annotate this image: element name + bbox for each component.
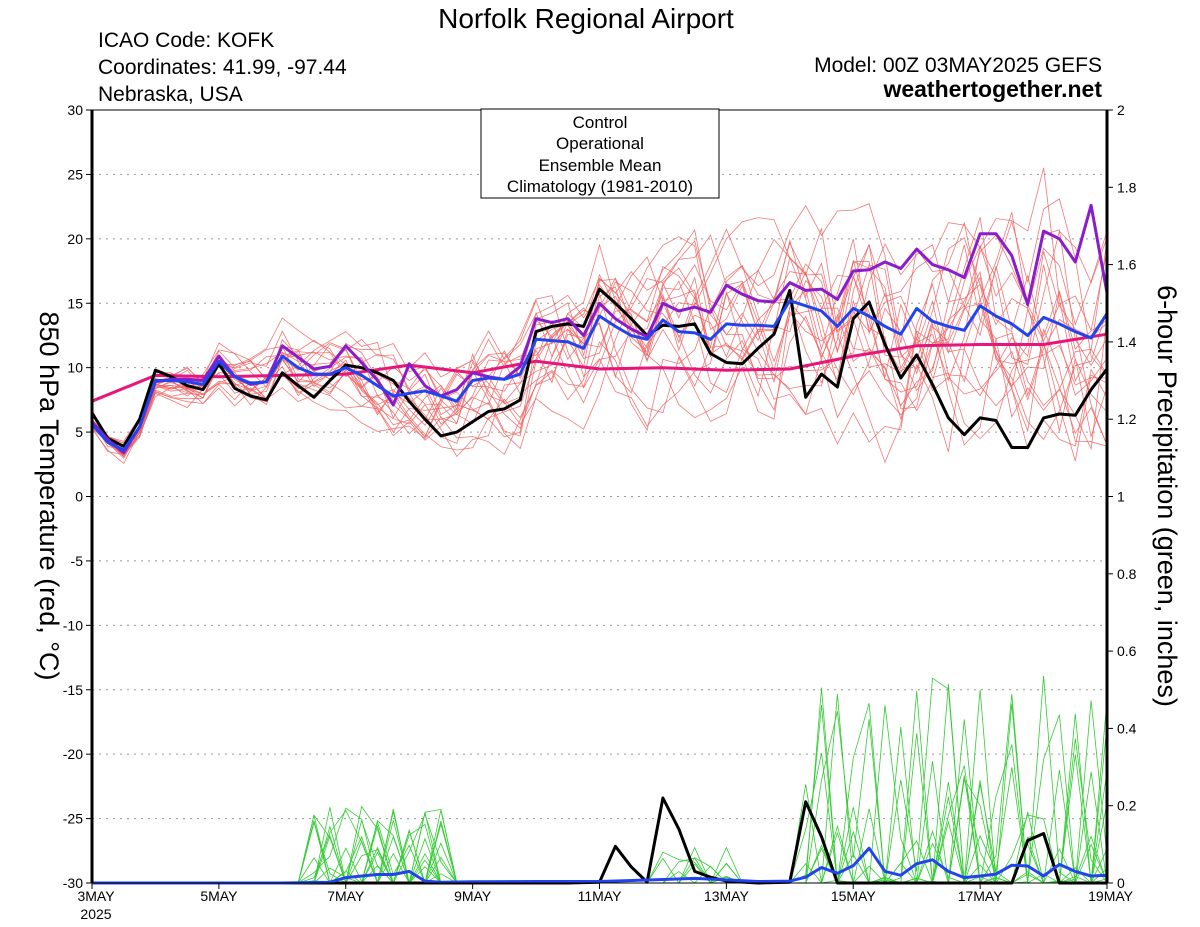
legend-box: [480, 108, 720, 199]
temp-member-line: [91, 234, 1108, 450]
temp-member-line: [91, 263, 1108, 455]
left-tick-label: 30: [67, 102, 83, 118]
left-tick-label: -20: [63, 746, 83, 762]
x-tick-label: 15MAY: [831, 888, 877, 904]
right-axis-label: 6-hour Precipitation (green, inches): [1152, 285, 1182, 707]
legend-control: Control: [573, 113, 628, 132]
x-tick-label: 19MAY: [1088, 888, 1134, 904]
x-tick-label: 5MAY: [200, 888, 238, 904]
right-tick-label: 1.8: [1117, 179, 1137, 195]
x-tick-label: 9MAY: [454, 888, 492, 904]
x-tick-label: 7MAY: [327, 888, 365, 904]
control-temperature-line: [90, 287, 1109, 449]
legend: Control Operational Ensemble Mean Climat…: [480, 108, 720, 199]
left-tick-label: -25: [63, 811, 83, 827]
temp-member-line: [91, 217, 1108, 462]
temp-member-line: [91, 230, 1108, 450]
right-tick-label: 1: [1117, 489, 1125, 505]
right-tick-label: 1.6: [1117, 257, 1137, 273]
left-tick-label: 10: [67, 360, 83, 376]
left-tick-label: -10: [63, 617, 83, 633]
right-tick-label: 0.6: [1117, 643, 1137, 659]
right-tick-label: 2: [1117, 102, 1125, 118]
legend-operational: Operational: [556, 134, 644, 153]
x-tick-label: 13MAY: [704, 888, 750, 904]
left-tick-label: -30: [63, 875, 83, 891]
right-tick-label: 0.8: [1117, 566, 1137, 582]
legend-climatology: Climatology (1981-2010): [507, 177, 693, 196]
temp-member-line: [91, 212, 1108, 444]
right-tick-label: 1.4: [1117, 334, 1137, 350]
right-tick-label: 1.2: [1117, 411, 1137, 427]
left-tick-label: -15: [63, 682, 83, 698]
region: Nebraska, USA: [98, 83, 243, 106]
left-tick-label: 25: [67, 166, 83, 182]
temp-member-line: [91, 260, 1108, 458]
x-tick-label: 17MAY: [958, 888, 1004, 904]
left-tick-label: 5: [75, 424, 83, 440]
icao-code: ICAO Code: KOFK: [98, 29, 274, 52]
right-tick-label: 0.4: [1117, 720, 1137, 736]
x-tick-label: 11MAY: [578, 888, 622, 904]
legend-ensemble-mean: Ensemble Mean: [539, 156, 662, 175]
x-tick-label: 3MAY: [77, 888, 115, 904]
right-tick-label: 0.2: [1117, 798, 1137, 814]
left-tick-label: 15: [67, 295, 83, 311]
model-run: Model: 00Z 03MAY2025 GEFS: [814, 54, 1102, 77]
temp-member-line: [91, 217, 1108, 453]
mean-precipitation-line: [92, 846, 1108, 885]
site-watermark: weathertogether.net: [882, 76, 1102, 102]
x-tick-year-label: 2025: [80, 906, 111, 922]
left-tick-label: -5: [71, 553, 84, 569]
left-axis-label: 850 hPa Temperature (red, °C): [34, 312, 64, 681]
mean-temperature-line: [90, 299, 1109, 452]
coordinates: Coordinates: 41.99, -97.44: [98, 56, 347, 79]
left-tick-label: 0: [75, 489, 83, 505]
left-tick-label: 20: [67, 231, 83, 247]
climatology-temperature-line: [91, 332, 1108, 403]
right-tick-label: 0: [1117, 875, 1125, 891]
chart-title: Norfolk Regional Airport: [438, 3, 734, 34]
grid-lines: [92, 173, 1107, 820]
